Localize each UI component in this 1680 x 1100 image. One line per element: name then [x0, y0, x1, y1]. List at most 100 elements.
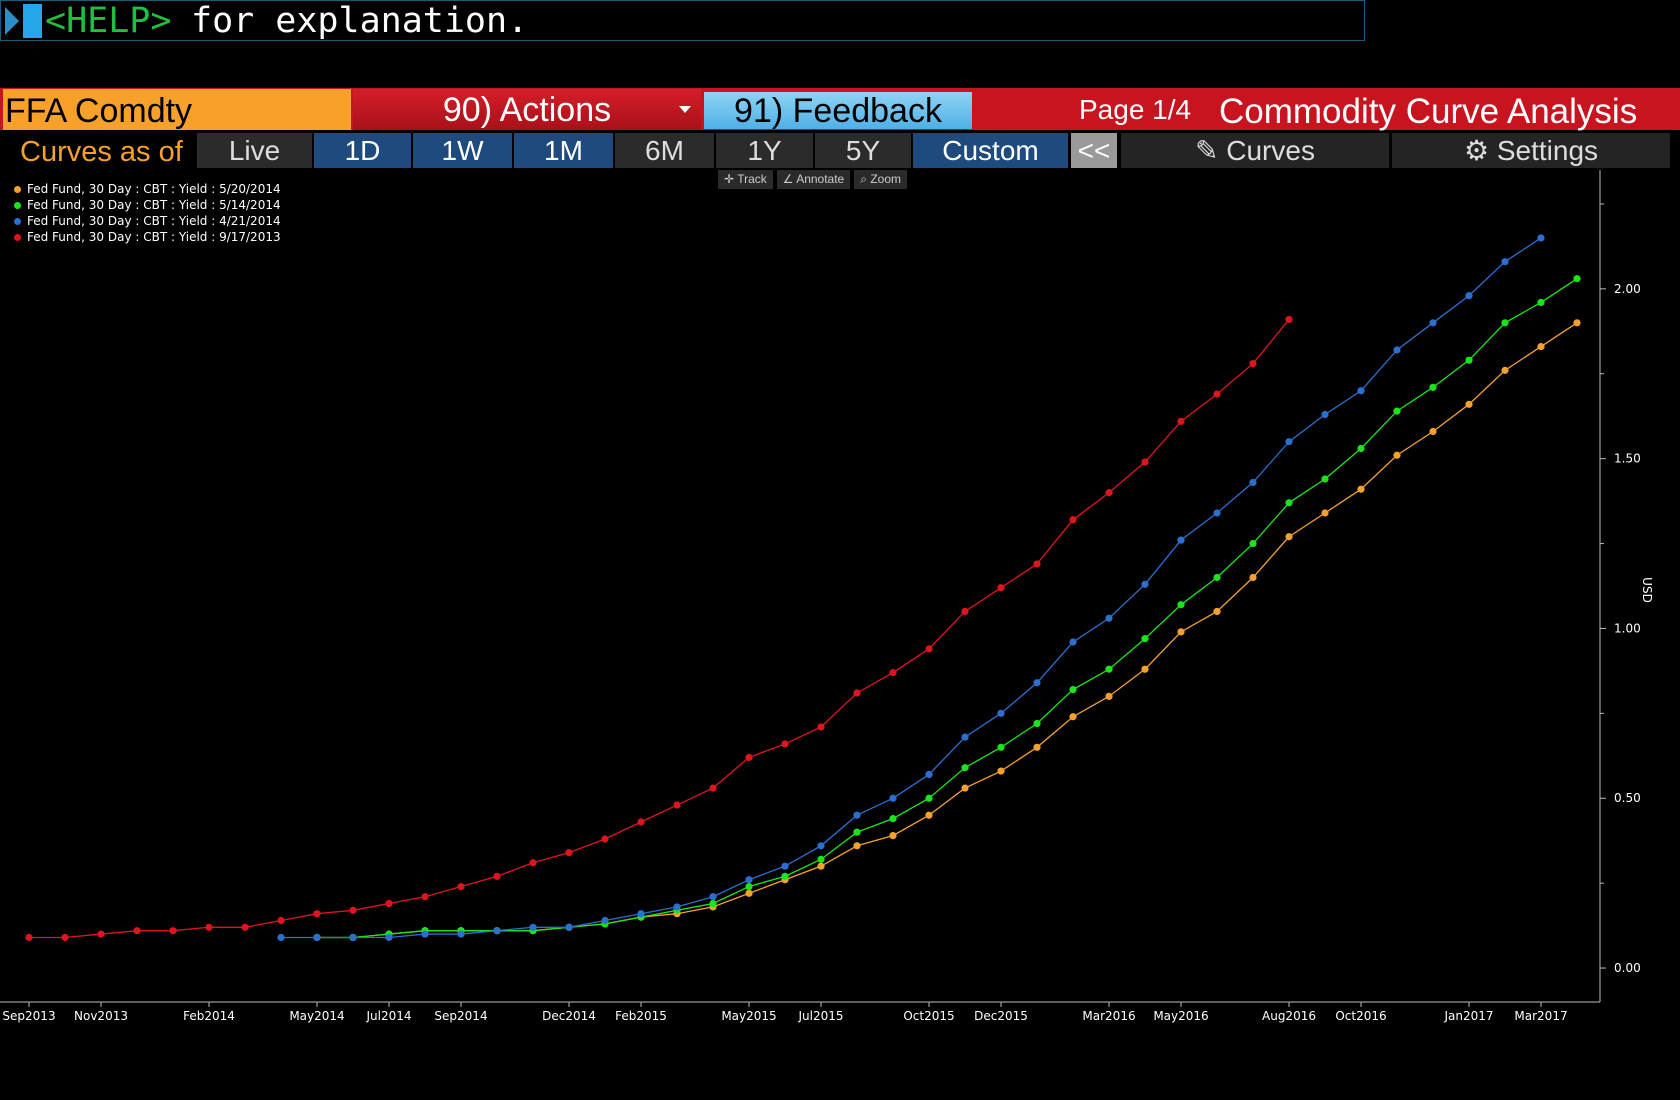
series-point [1285, 499, 1293, 507]
series-point [745, 889, 753, 897]
series-point [1141, 665, 1149, 673]
chart-toolbar: ✛ Track ∠ Annotate ⌕ Zoom [718, 170, 907, 189]
series-point [1321, 475, 1329, 483]
series-point [277, 933, 285, 942]
series-line-2 [281, 237, 1542, 939]
series-point [493, 927, 501, 935]
series-point [745, 876, 753, 884]
actions-label: 90) Actions [442, 91, 612, 129]
series-line-3 [29, 319, 1290, 939]
series-point [853, 828, 861, 836]
legend-entry[interactable]: Fed Fund, 30 Day : CBT : Yield : 9/17/20… [14, 229, 281, 245]
series-point [1177, 536, 1185, 544]
tab-1m[interactable]: 1M [514, 133, 613, 168]
tab-live[interactable]: Live [197, 133, 312, 168]
series-point [853, 689, 861, 697]
series-point [1285, 533, 1293, 541]
legend-entry[interactable]: Fed Fund, 30 Day : CBT : Yield : 4/21/20… [14, 213, 281, 229]
series-point [1357, 387, 1365, 395]
series-point [673, 903, 681, 911]
series-point [1537, 234, 1545, 242]
security-ticker[interactable]: FFA Comdty [3, 89, 351, 130]
series-point [565, 923, 573, 931]
series-point [457, 882, 465, 891]
legend-label: Fed Fund, 30 Day : CBT : Yield : 5/14/20… [27, 198, 281, 212]
series-point [889, 815, 897, 823]
series-point [1501, 319, 1509, 327]
help-key[interactable]: <HELP> [45, 1, 172, 41]
series-point [1177, 601, 1185, 609]
series-point [817, 862, 825, 870]
tab-1d[interactable]: 1D [314, 133, 411, 168]
y-tick-label: 0.00 [1614, 961, 1641, 975]
x-tick-label: Jan2017 [1443, 1009, 1493, 1023]
track-tool-button[interactable]: ✛ Track [718, 170, 773, 189]
collapse-button[interactable]: << [1071, 133, 1117, 168]
series-point [133, 927, 141, 935]
series-point [1177, 628, 1185, 636]
series-point [745, 753, 753, 762]
feedback-button[interactable]: 91) Feedback [704, 92, 972, 130]
series-point [1141, 580, 1149, 588]
series-point [1105, 614, 1113, 622]
x-tick-label: Jul2014 [365, 1009, 411, 1023]
x-tick-label: May2016 [1153, 1009, 1208, 1023]
series-point [1249, 573, 1257, 582]
series-point [997, 584, 1005, 592]
series-point [97, 930, 105, 938]
track-label: Track [737, 172, 767, 186]
tab-custom[interactable]: Custom [913, 133, 1068, 168]
tab-1w[interactable]: 1W [413, 133, 512, 168]
legend-dot-blue [14, 217, 21, 225]
series-point [1465, 400, 1473, 408]
series-point [961, 784, 969, 792]
series-point [529, 923, 537, 931]
tab-5y[interactable]: 5Y [815, 133, 911, 168]
x-tick-label: Nov2013 [74, 1009, 128, 1023]
series-point [421, 893, 429, 901]
series-point [817, 842, 825, 850]
series-point [241, 923, 249, 931]
series-point [853, 842, 861, 850]
series-point [853, 811, 861, 819]
x-tick-label: Oct2015 [903, 1009, 954, 1023]
tab-6m[interactable]: 6M [615, 133, 714, 168]
tab-1y[interactable]: 1Y [716, 133, 813, 168]
command-line[interactable]: <HELP> for explanation. [0, 0, 1365, 41]
series-point [385, 899, 393, 908]
annotate-tool-button[interactable]: ∠ Annotate [776, 170, 851, 189]
series-point [961, 607, 969, 616]
legend-entry[interactable]: Fed Fund, 30 Day : CBT : Yield : 5/14/20… [14, 197, 281, 213]
curves-button[interactable]: ✎ Curves [1121, 133, 1389, 168]
series-point [1105, 692, 1113, 700]
chart-axes: 0.00 0.50 1.00 1.50 2.00 USD Sep2013 Nov2013 Feb… [0, 170, 1654, 1023]
series-point [925, 645, 933, 653]
series-point [169, 927, 177, 935]
series-point [817, 723, 825, 731]
y-tick-label: 1.50 [1614, 452, 1641, 466]
series-point [1177, 417, 1185, 425]
x-tick-label: Mar2016 [1082, 1009, 1135, 1023]
x-tick-label: Jul2015 [797, 1009, 843, 1023]
actions-menu-button[interactable]: 90) Actions [353, 89, 701, 130]
chart-legend: Fed Fund, 30 Day : CBT : Yield : 5/20/20… [14, 181, 281, 245]
series-point [1033, 719, 1041, 728]
series-point [961, 733, 969, 741]
magnifier-icon: ⌕ [860, 172, 867, 186]
page-title: Commodity Curve Analysis [1219, 92, 1638, 131]
legend-entry[interactable]: Fed Fund, 30 Day : CBT : Yield : 5/20/20… [14, 181, 281, 197]
series-point [385, 933, 393, 942]
series-point [1537, 298, 1545, 307]
series-point [997, 743, 1005, 751]
settings-button[interactable]: ⚙ Settings [1392, 133, 1670, 168]
x-tick-label: May2014 [289, 1009, 344, 1023]
zoom-tool-button[interactable]: ⌕ Zoom [854, 170, 907, 189]
y-tick-label: 2.00 [1614, 282, 1641, 296]
series-point [1537, 342, 1545, 351]
series-point [1069, 638, 1077, 646]
series-point [1105, 489, 1113, 497]
series-point [1285, 438, 1293, 446]
legend-dot-orange [14, 185, 21, 193]
series-point [637, 818, 645, 826]
